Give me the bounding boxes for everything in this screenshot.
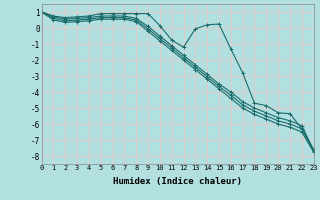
X-axis label: Humidex (Indice chaleur): Humidex (Indice chaleur) xyxy=(113,177,242,186)
